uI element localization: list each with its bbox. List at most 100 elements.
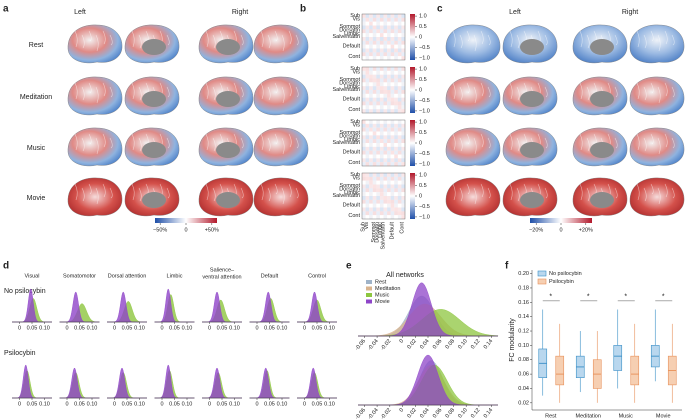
matrix-cell bbox=[365, 123, 370, 128]
panel-title: Default bbox=[261, 273, 279, 279]
matrix-cell bbox=[383, 127, 388, 132]
matrix-cell bbox=[372, 101, 377, 106]
matrix-cell bbox=[397, 188, 402, 193]
matrix-cell bbox=[365, 211, 370, 216]
network-label: Sommot bbox=[371, 222, 377, 243]
brain-sulcus bbox=[614, 137, 618, 149]
matrix-cell bbox=[383, 158, 388, 163]
matrix-cell bbox=[365, 131, 370, 136]
brain-sulcus bbox=[509, 183, 513, 201]
matrix-cell bbox=[379, 101, 384, 106]
brain-sulcus bbox=[240, 137, 244, 149]
matrix-cell bbox=[394, 146, 398, 151]
matrix-cell bbox=[365, 93, 370, 98]
matrix-cell bbox=[362, 67, 366, 71]
matrix-cell bbox=[376, 188, 381, 193]
matrix-cell bbox=[401, 158, 406, 163]
matrix-cell bbox=[390, 97, 395, 102]
matrix-cell bbox=[390, 109, 395, 114]
colorbar-label: 1.0 bbox=[419, 120, 427, 126]
x-tick-label: -0.06 bbox=[354, 338, 367, 351]
brain-sulcus bbox=[267, 137, 271, 152]
matrix-cell bbox=[376, 21, 381, 26]
x-tick-label: 0.10 bbox=[277, 325, 288, 331]
brain-sulcus bbox=[288, 133, 292, 148]
brain-sulcus bbox=[138, 137, 142, 152]
x-tick-label: 0.10 bbox=[134, 401, 145, 407]
brain-sulcus bbox=[614, 34, 618, 46]
matrix-cell bbox=[397, 127, 402, 132]
brain-sulcus bbox=[81, 34, 85, 49]
matrix-cell bbox=[394, 44, 398, 49]
matrix-cell bbox=[379, 70, 384, 75]
brain-sulcus bbox=[664, 183, 668, 198]
matrix-cell bbox=[365, 135, 370, 140]
matrix-cell bbox=[387, 74, 391, 79]
matrix-cell bbox=[372, 127, 377, 132]
x-tick-label: 0 bbox=[399, 407, 406, 413]
colorbar-label: +20% bbox=[579, 227, 593, 233]
matrix-cell bbox=[369, 184, 373, 189]
brain-sulcus bbox=[205, 133, 209, 151]
matrix-cell bbox=[387, 146, 391, 151]
matrix-cell bbox=[401, 33, 406, 38]
matrix-cell bbox=[394, 48, 398, 53]
matrix-cell bbox=[372, 158, 377, 163]
matrix-cell bbox=[394, 21, 398, 26]
matrix-cell bbox=[369, 192, 373, 197]
network-label: Cont bbox=[348, 107, 360, 113]
matrix-cell bbox=[387, 123, 391, 128]
brain-medial-wall bbox=[590, 39, 614, 55]
matrix-cell bbox=[369, 86, 373, 91]
matrix-cell bbox=[397, 56, 402, 61]
matrix-cell bbox=[401, 199, 406, 204]
matrix-cell bbox=[365, 203, 370, 208]
brain-sulcus bbox=[466, 82, 470, 94]
legend-swatch bbox=[366, 293, 372, 297]
colorbar-label: 0 bbox=[419, 34, 422, 40]
matrix-cell bbox=[401, 14, 406, 18]
matrix-cell bbox=[387, 158, 391, 163]
matrix-cell bbox=[379, 52, 384, 57]
matrix-cell bbox=[362, 52, 366, 57]
matrix-cell bbox=[387, 162, 391, 167]
matrix-cell bbox=[401, 211, 406, 216]
matrix-cell bbox=[394, 154, 398, 159]
matrix-cell bbox=[383, 154, 388, 159]
matrix-cell bbox=[369, 109, 373, 114]
brain-sulcus bbox=[95, 187, 99, 205]
colorbar-label: 0.5 bbox=[419, 77, 427, 83]
matrix-cell bbox=[379, 97, 384, 102]
brain-sulcus bbox=[81, 137, 85, 152]
matrix-cell bbox=[362, 86, 366, 91]
matrix-cell bbox=[362, 135, 366, 140]
matrix-cell bbox=[401, 127, 406, 132]
brain-sulcus bbox=[614, 187, 618, 199]
matrix-cell bbox=[390, 86, 395, 91]
legend-label: Music bbox=[375, 292, 390, 298]
matrix-cell bbox=[379, 25, 384, 30]
matrix-cell bbox=[379, 162, 384, 167]
matrix-cell bbox=[390, 127, 395, 132]
brain-surface bbox=[67, 76, 123, 116]
network-label: Salventattn bbox=[332, 34, 360, 40]
matrix-cell bbox=[365, 101, 370, 106]
matrix-cell bbox=[369, 176, 373, 181]
matrix-cell bbox=[379, 203, 384, 208]
matrix-cell bbox=[387, 70, 391, 75]
hemisphere-label: Left bbox=[74, 9, 86, 16]
brain-medial-wall bbox=[520, 39, 544, 55]
matrix-cell bbox=[387, 56, 391, 61]
matrix-cell bbox=[394, 143, 398, 147]
x-tick-label: 0.10 bbox=[324, 401, 335, 407]
matrix-cell bbox=[369, 48, 373, 53]
matrix-cell bbox=[397, 207, 402, 212]
brain-sulcus bbox=[452, 183, 456, 201]
colorbar-label: 0 bbox=[559, 227, 562, 233]
matrix-cell bbox=[369, 199, 373, 204]
density bbox=[358, 354, 498, 406]
y-tick-label: 0.20 bbox=[518, 271, 529, 277]
matrix-cell bbox=[362, 162, 366, 167]
brain-sulcus bbox=[131, 133, 135, 151]
matrix-cell bbox=[401, 109, 406, 114]
